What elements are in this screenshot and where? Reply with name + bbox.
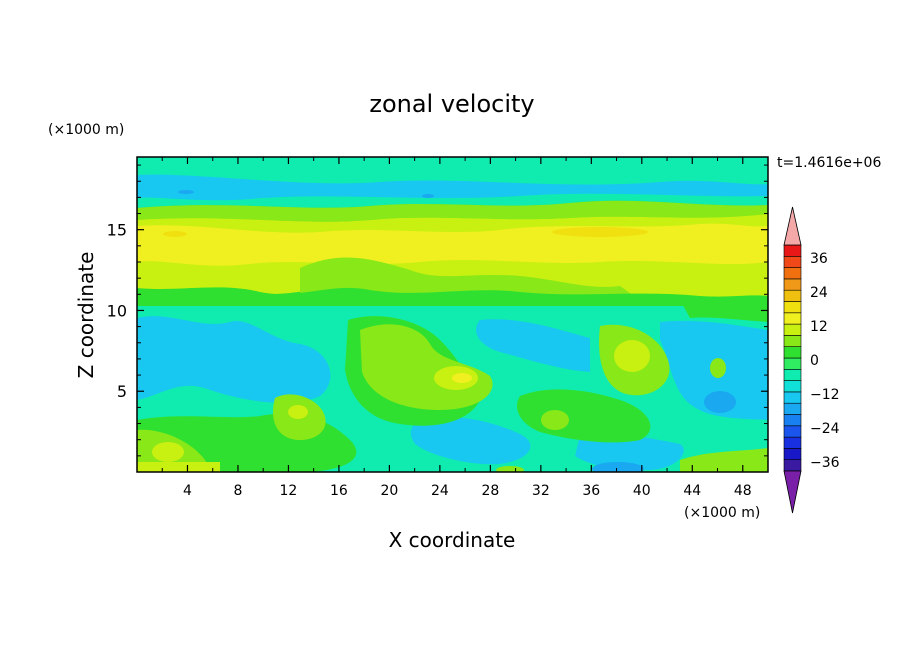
x-tick-label: 32 [532,483,550,499]
x-units-label: (×1000 m) [684,505,760,521]
x-tick-label: 36 [582,483,600,499]
colorbar-swatch [783,459,802,472]
colorbar-swatch [783,301,802,314]
x-axis-label: X coordinate [389,528,516,552]
chart-title: zonal velocity [369,90,534,118]
colorbar-swatch [783,255,802,268]
colorbar-swatch [783,278,802,291]
field-blue-pocket [178,190,194,194]
colorbar-tick-label: −12 [810,387,840,403]
colorbar-extend-top [783,206,802,246]
x-tick-label: 4 [183,483,192,499]
colorbar-swatch [783,448,802,460]
x-tick-label: 48 [734,483,752,499]
colorbar-swatch [783,289,802,302]
x-tick-label: 24 [431,483,449,499]
colorbar-tick-label: −24 [810,421,840,437]
plot-frame [136,156,769,473]
colorbar-swatch [783,323,802,336]
colorbar-swatch [783,436,802,449]
colorbar-swatch [783,380,802,393]
contour-field [137,157,768,472]
y-axis: 5 10 15 [107,164,768,457]
time-label: t=1.4616e+06 [777,155,881,171]
colorbar-swatch [783,368,802,381]
field-blue-pocket-right [704,391,736,413]
x-tick-label: 16 [330,483,348,499]
colorbar-tick-label: 0 [810,353,819,369]
x-tick-label: 44 [683,483,701,499]
y-tick-label: 15 [107,221,127,240]
y-tick-label: 5 [117,382,127,401]
colorbar-swatch [783,391,802,404]
x-tick-label: 28 [481,483,499,499]
x-tick-label: 8 [233,483,242,499]
colorbar-extend-bottom [783,470,802,514]
colorbar-swatch [783,402,802,415]
x-tick-label: 40 [633,483,651,499]
y-units-label: (×1000 m) [48,122,124,138]
x-tick-label: 20 [380,483,398,499]
colorbar-tick-label: 24 [810,285,828,301]
colorbar-tick-label: 36 [810,251,828,267]
colorbar-swatch [783,312,802,325]
x-axis: 4 8 12 16 20 24 28 32 36 40 44 48 [161,157,752,499]
colorbar-swatch [783,267,802,280]
colorbar-swatch [783,244,802,257]
colorbar-swatch [783,425,802,438]
colorbar-swatch [783,346,802,359]
colorbar: 36 24 12 0 −12 −24 −36 [783,206,840,514]
y-tick-label: 10 [107,301,127,320]
colorbar-swatch [783,414,802,427]
colorbar-tick-label: −36 [810,455,840,471]
y-axis-label: Z coordinate [74,252,98,379]
colorbar-tick-label: 12 [810,319,828,335]
colorbar-swatch [783,357,802,370]
x-tick-label: 12 [280,483,298,499]
colorbar-swatch [783,335,802,347]
